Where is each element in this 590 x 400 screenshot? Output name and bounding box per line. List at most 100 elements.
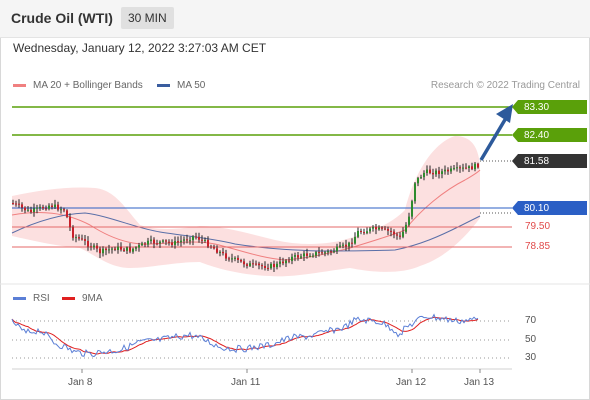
candle-body — [381, 227, 383, 229]
rsi-label: RSI — [33, 293, 50, 304]
label-box-last — [512, 154, 587, 168]
candle-body — [153, 239, 155, 244]
candle-body — [366, 231, 368, 234]
candle-body — [99, 248, 101, 254]
rsi-line — [11, 313, 479, 358]
legend-9ma: 9MA — [62, 293, 103, 304]
candle-body — [357, 231, 359, 237]
candle-body — [102, 248, 104, 254]
candle-body — [324, 252, 326, 254]
price-label-79-50: 79.50 — [525, 221, 551, 232]
candle-body — [297, 255, 299, 258]
price-label-last: 81.58 — [524, 156, 550, 167]
candle-body — [66, 210, 68, 217]
candle-body — [384, 228, 386, 230]
candle-body — [399, 235, 401, 237]
candle-body — [135, 247, 137, 249]
legend-ma50: MA 50 — [157, 80, 205, 91]
candle-body — [93, 245, 95, 248]
candle-body — [144, 243, 146, 245]
candle-body — [237, 257, 239, 260]
projection-arrow-line — [479, 117, 508, 161]
candle-body — [72, 227, 74, 238]
candle-body — [33, 208, 35, 212]
candle-body — [312, 255, 314, 257]
timeframe-button[interactable]: 30 MIN — [121, 7, 174, 29]
candle-body — [309, 255, 311, 257]
candle-body — [171, 242, 173, 245]
candle-body — [414, 183, 416, 202]
price-label-83-30: 83.30 — [524, 102, 550, 113]
candle-body — [456, 167, 458, 169]
candle-body — [447, 169, 449, 172]
candle-body — [420, 177, 422, 179]
ma50-line — [11, 212, 481, 252]
candle-body — [294, 255, 296, 257]
candle-body — [288, 260, 290, 262]
candle-body — [255, 263, 257, 265]
candle-body — [210, 246, 212, 248]
candle-body — [165, 240, 167, 242]
candle-body — [249, 263, 251, 266]
rsi-swatch — [13, 296, 26, 300]
candle-body — [291, 256, 293, 261]
candle-body — [57, 204, 59, 210]
candle-body — [477, 163, 479, 168]
ma20-swatch — [13, 83, 26, 87]
candle-body — [258, 263, 260, 266]
candle-body — [138, 245, 140, 248]
candle-body — [267, 267, 269, 269]
candle-body — [114, 248, 116, 250]
candle-body — [225, 253, 227, 259]
projection-arrow-head — [496, 104, 513, 123]
label-box-82-40 — [512, 128, 587, 142]
candle-body — [54, 204, 56, 208]
candle-body — [126, 247, 128, 251]
candle-body — [240, 260, 242, 262]
candle-body — [408, 216, 410, 225]
candle-body — [300, 256, 302, 258]
candle-body — [189, 240, 191, 242]
ma20-line — [11, 169, 481, 261]
candle-body — [129, 247, 131, 252]
rsi-axis-50: 50 — [525, 334, 537, 345]
candle-body — [321, 252, 323, 254]
candle-body — [432, 173, 434, 175]
candle-body — [270, 263, 272, 269]
ma50-label: MA 50 — [177, 80, 206, 91]
rsi-axis-70: 70 — [525, 315, 537, 326]
candle-body — [429, 169, 431, 173]
candle-body — [345, 244, 347, 247]
candle-body — [228, 258, 230, 260]
candle-body — [159, 241, 161, 244]
candle-body — [213, 247, 215, 249]
x-label-jan8: Jan 8 — [68, 377, 93, 388]
candle-body — [15, 203, 17, 205]
candle-body — [285, 260, 287, 264]
candle-body — [360, 231, 362, 233]
candle-body — [42, 206, 44, 209]
candle-body — [30, 209, 32, 212]
candle-body — [201, 239, 203, 241]
candle-body — [315, 252, 317, 256]
price-label-80-10: 80.10 — [524, 203, 550, 214]
candle-body — [87, 240, 89, 247]
candle-body — [162, 240, 164, 242]
candle-body — [450, 168, 452, 172]
candle-body — [426, 169, 428, 173]
candle-body — [246, 264, 248, 266]
candle-body — [81, 238, 83, 240]
candle-body — [195, 236, 197, 238]
candle-body — [39, 206, 41, 208]
candle-body — [372, 227, 374, 229]
ma9-swatch — [62, 296, 75, 300]
candle-body — [141, 243, 143, 246]
candle-body — [231, 258, 233, 260]
candle-body — [471, 166, 473, 170]
candle-body — [219, 251, 221, 253]
candle-body — [207, 239, 209, 247]
candle-body — [174, 241, 176, 245]
price-label-78-85: 78.85 — [525, 241, 551, 252]
candlesticks — [12, 162, 479, 272]
candle-body — [147, 240, 149, 245]
